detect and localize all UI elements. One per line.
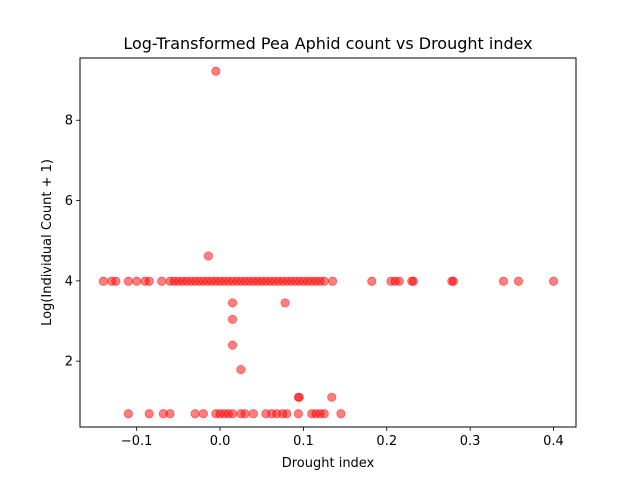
data-point — [319, 409, 329, 419]
data-point — [132, 276, 142, 286]
data-point — [319, 276, 329, 286]
data-point — [236, 364, 246, 375]
data-point — [227, 409, 238, 419]
data-point — [240, 409, 250, 419]
data-point — [336, 409, 346, 419]
data-point — [203, 251, 213, 261]
data-point — [157, 276, 167, 286]
data-point — [548, 276, 559, 286]
x-tick-label: 0.2 — [376, 434, 397, 449]
data-point — [327, 276, 338, 286]
x-tick-label: 0.1 — [293, 434, 314, 449]
y-tick-label: 8 — [65, 114, 73, 129]
data-point — [227, 314, 238, 324]
data-point — [165, 409, 175, 419]
data-point — [144, 409, 154, 419]
data-point — [111, 276, 121, 286]
data-points — [98, 66, 559, 419]
data-point — [198, 409, 208, 419]
data-point — [98, 276, 108, 286]
data-point — [293, 409, 304, 419]
y-tick-label: 4 — [65, 274, 73, 289]
x-tick-label: 0.0 — [210, 434, 231, 449]
data-point — [448, 276, 459, 286]
data-point — [280, 298, 290, 308]
data-point — [294, 392, 304, 402]
data-point — [123, 276, 133, 286]
y-tick-label: 2 — [65, 355, 73, 370]
data-point — [498, 276, 509, 286]
data-point — [327, 392, 337, 402]
plot-frame — [79, 57, 577, 428]
data-point — [227, 298, 238, 308]
data-point — [227, 340, 238, 350]
y-tick-label: 6 — [65, 194, 73, 209]
chart-title: Log-Transformed Pea Aphid count vs Droug… — [123, 34, 532, 53]
data-point — [248, 409, 258, 419]
x-axis: −0.1 0.0 0.1 0.2 0.3 0.4 — [121, 427, 564, 449]
data-point — [211, 66, 221, 76]
data-point — [123, 409, 133, 419]
data-point — [408, 276, 419, 286]
data-point — [282, 409, 292, 419]
data-point — [190, 409, 200, 419]
x-axis-label: Drought index — [282, 456, 375, 471]
x-tick-label: 0.4 — [543, 434, 564, 449]
data-point — [513, 276, 524, 286]
data-point — [144, 276, 154, 286]
data-point — [394, 276, 404, 286]
data-point — [367, 276, 377, 286]
x-tick-label: 0.3 — [460, 434, 481, 449]
y-axis-label: Log(Individual Count + 1) — [40, 159, 55, 326]
x-tick-label: −0.1 — [121, 434, 153, 449]
y-axis: 2 4 6 8 — [65, 114, 80, 370]
